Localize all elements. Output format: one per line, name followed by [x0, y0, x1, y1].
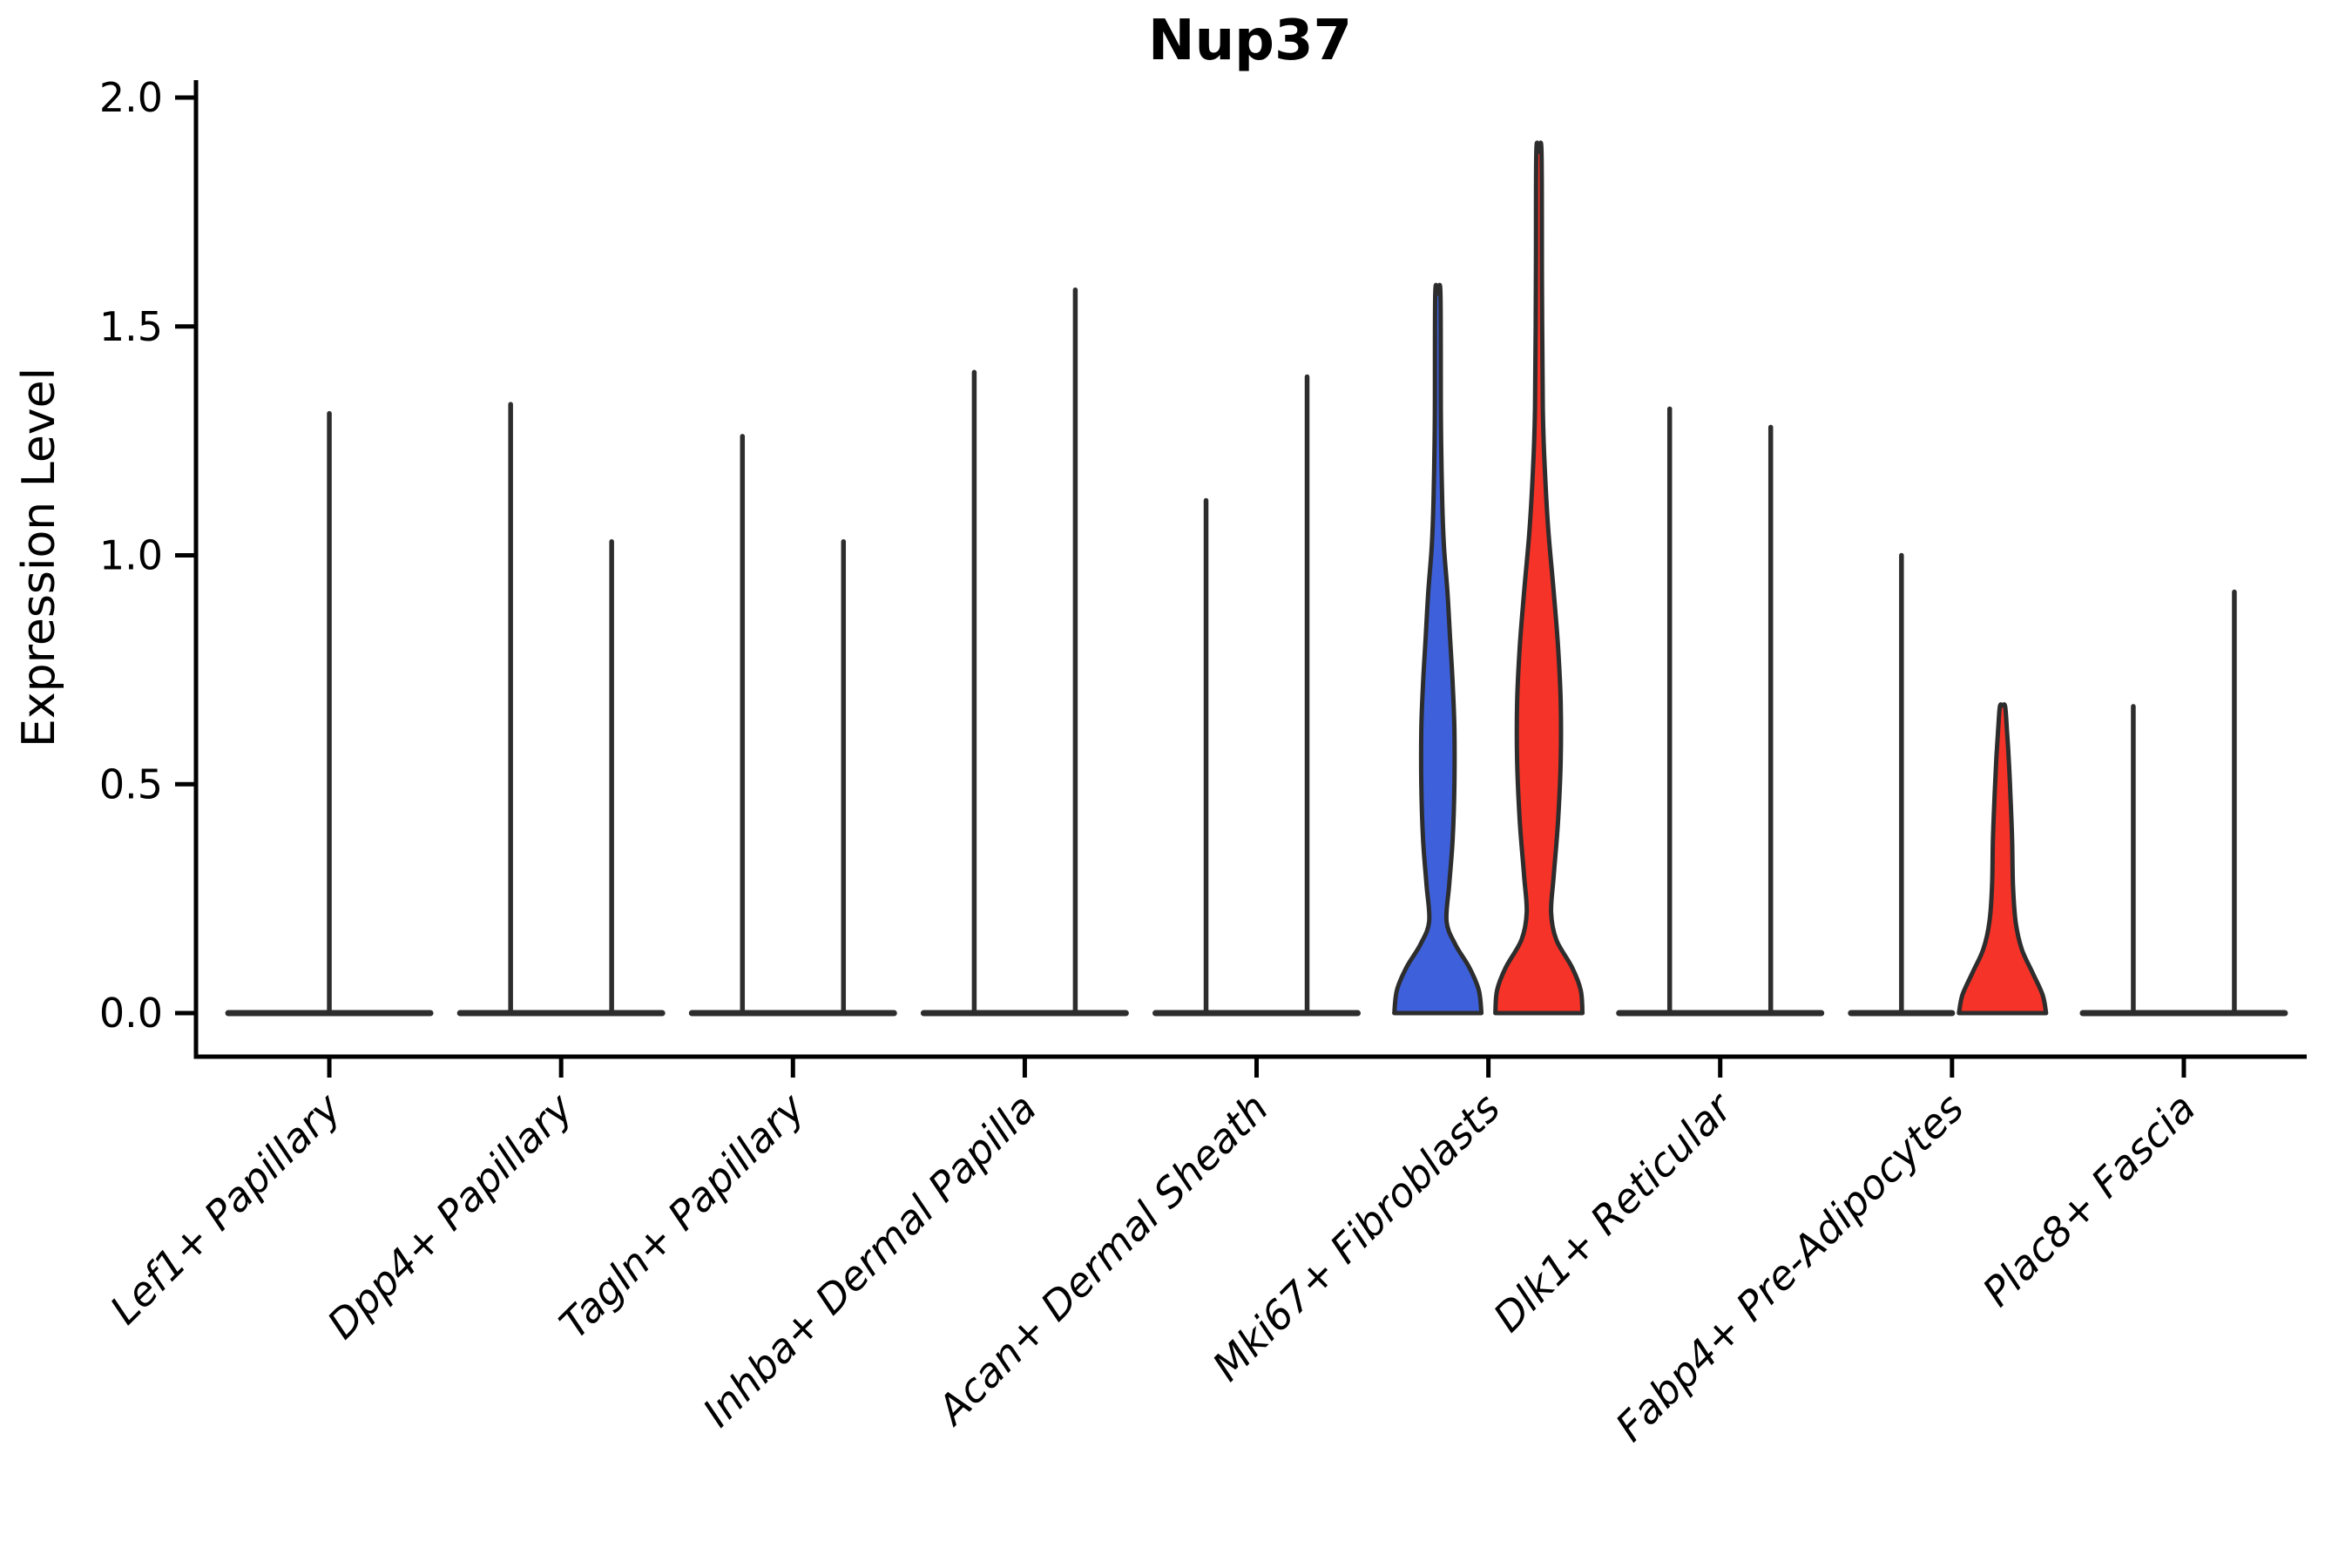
axes [193, 80, 2307, 1059]
y-tick-label: 1.0 [99, 532, 163, 579]
violin-filled [1392, 282, 1484, 1016]
y-tick-label: 1.5 [99, 303, 163, 350]
x-tick-label: Lef1+ Papillary [101, 1084, 350, 1333]
x-tick-label: Plac8+ Fascia [1973, 1085, 2204, 1315]
y-tick-label: 2.0 [99, 74, 163, 121]
violin-group [1152, 374, 1361, 1017]
x-tick-label: Tagln+ Papillary [551, 1084, 814, 1348]
y-axis-label: Expression Level [13, 368, 65, 747]
chart-title: Nup37 [1148, 9, 1352, 73]
violin-group [2079, 589, 2288, 1017]
violins [225, 140, 2288, 1017]
y-tick-label: 0.5 [99, 760, 163, 808]
violin-group [1616, 406, 1825, 1017]
violin-group [1392, 140, 1585, 1016]
y-axis-ticks: 0.0 0.5 1.0 1.5 2.0 [99, 74, 196, 1037]
violin-filled [1957, 702, 2049, 1016]
violin-group [456, 402, 666, 1017]
violin-filled [1493, 140, 1585, 1016]
axis-spines [193, 80, 2307, 1059]
x-tick-label: Dlk1+ Reticular [1484, 1082, 1743, 1341]
violin-group [1848, 552, 2049, 1017]
violin-group [688, 434, 897, 1017]
violin-group [920, 287, 1129, 1017]
x-tick-label: Dpp4+ Papillary [318, 1084, 582, 1348]
y-tick-label: 0.0 [99, 990, 163, 1037]
violin-group [225, 410, 434, 1017]
